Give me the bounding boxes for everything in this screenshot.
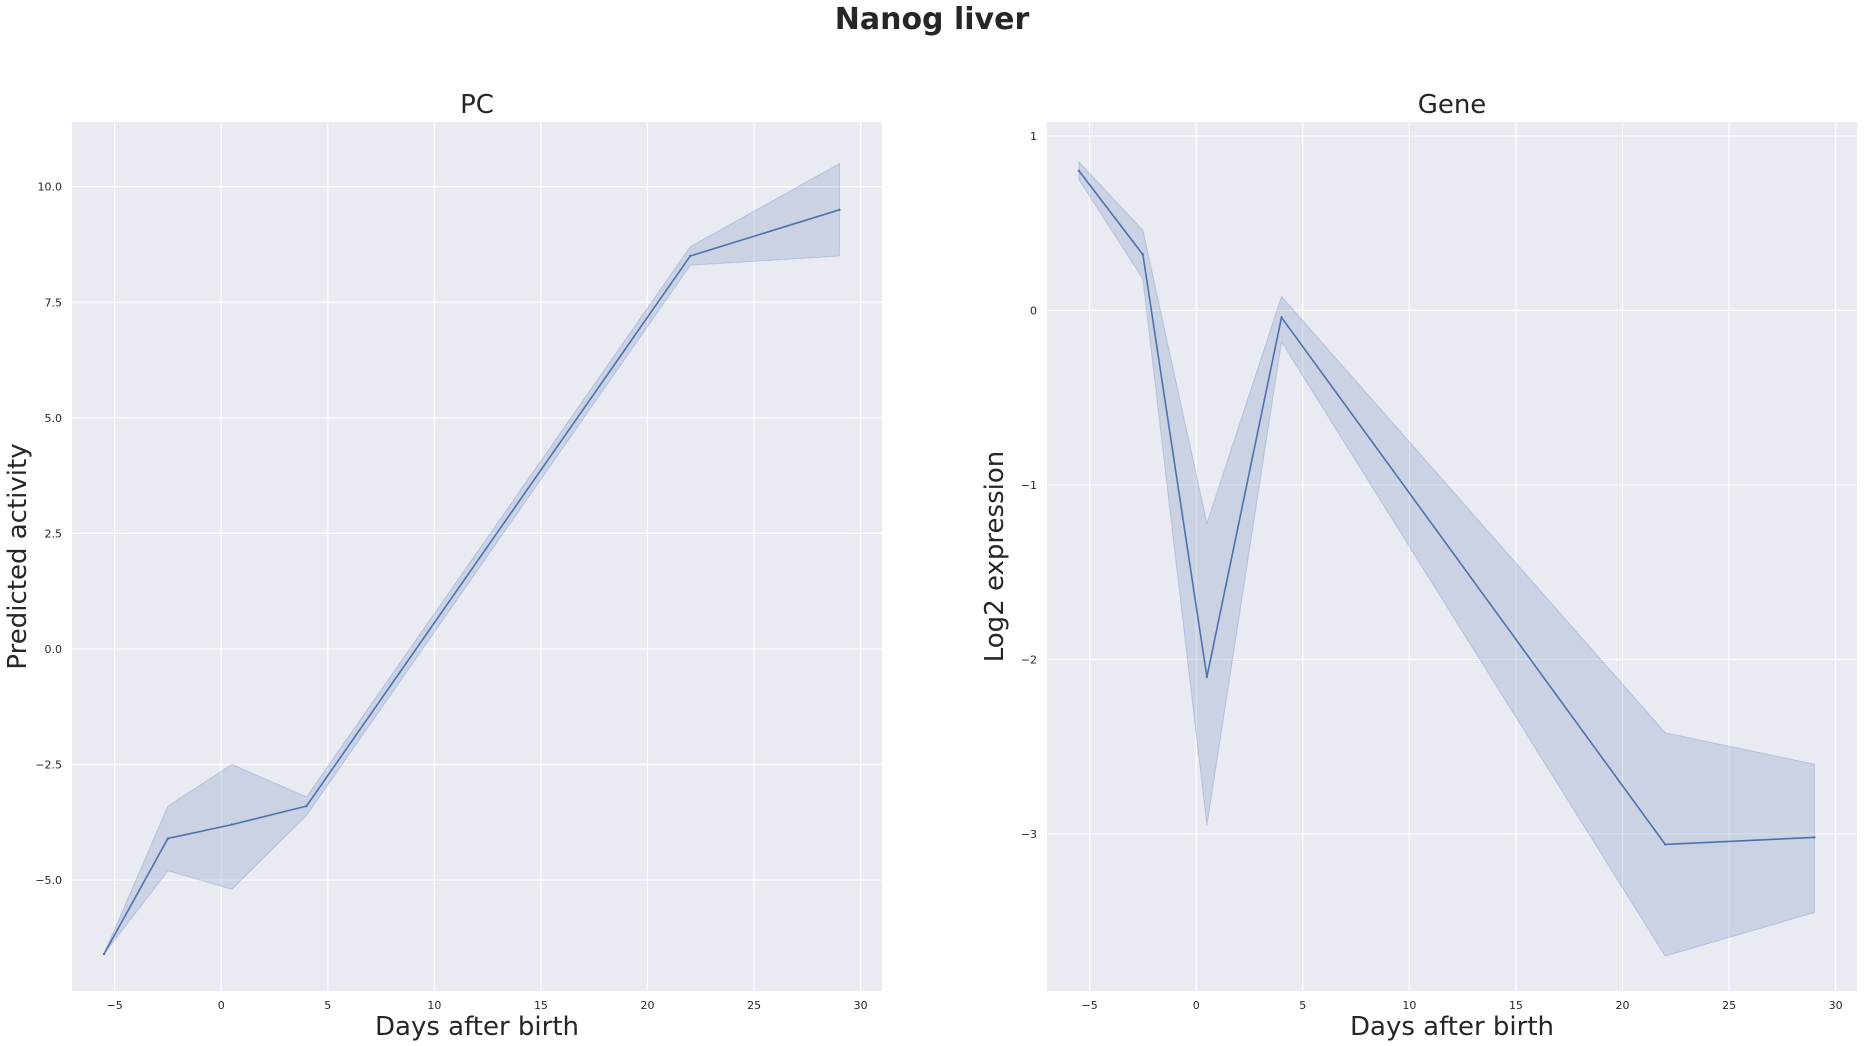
y-tick-label: 5.0 [45,412,63,425]
axes-title: Gene [1418,90,1487,120]
plot-area [72,122,882,991]
y-tick-label: −3 [1021,828,1037,841]
x-tick-label: 0 [1193,999,1200,1012]
data-point [102,952,106,956]
y-tick-label: 10.0 [38,181,63,194]
y-tick-label: 7.5 [45,296,63,309]
mean-line [103,209,840,955]
y-tick-label: 0.0 [45,643,63,656]
y-tick-label: −2 [1021,653,1037,666]
data-point [1077,169,1081,173]
y-tick-label: −5.0 [35,874,62,887]
y-axis-label: Log2 expression [980,451,1010,663]
x-axis-label: Days after birth [375,1012,579,1042]
data-point [1141,253,1145,256]
x-tick-label: 25 [747,999,761,1012]
data-point [1813,836,1816,839]
x-axis-label: Days after birth [1350,1012,1554,1042]
data-point [1205,675,1209,679]
data-point [1280,316,1283,319]
x-tick-label: 30 [1829,999,1843,1012]
x-tick-label: 20 [641,999,655,1012]
mean-line [1078,170,1815,846]
plot-area [1047,122,1857,991]
data-point [838,208,841,212]
x-tick-label: 10 [1402,999,1416,1012]
axes-title: PC [460,90,494,120]
x-tick-label: −5 [1082,999,1098,1012]
chart-panel-pc: −5 0 5 10 15 20 25 30 −5.0 −2.5 0.0 2.5 5.0 7.5 10.0 PC… [3,90,882,1042]
y-tick-label: −2.5 [35,759,62,772]
x-tick-label: 10 [427,999,441,1012]
data-point [305,804,308,808]
data-point [166,837,170,840]
data-point [1663,843,1667,846]
figure-suptitle: Nanog liver [834,2,1030,37]
data-point [688,254,692,258]
y-axis-label: Predicted activity [3,443,33,669]
x-tick-label: 5 [324,999,331,1012]
chart-panel-gene: −5 0 5 10 15 20 25 30 −3 −2 −1 0 1 Gene Days after bir… [980,90,1857,1042]
y-tick-label: 2.5 [45,527,63,540]
x-tick-label: −5 [107,999,123,1012]
x-tick-label: 0 [218,999,225,1012]
x-tick-label: 20 [1616,999,1630,1012]
y-tick-label: 1 [1030,130,1037,143]
x-tick-label: 5 [1299,999,1306,1012]
data-point [230,823,234,826]
x-tick-label: 30 [854,999,868,1012]
y-tick-label: −1 [1021,479,1037,492]
y-tick-label: 0 [1030,304,1037,317]
x-tick-label: 25 [1722,999,1736,1012]
confidence-band [1078,160,1815,957]
x-tick-label: 15 [534,999,548,1012]
x-tick-label: 15 [1509,999,1523,1012]
